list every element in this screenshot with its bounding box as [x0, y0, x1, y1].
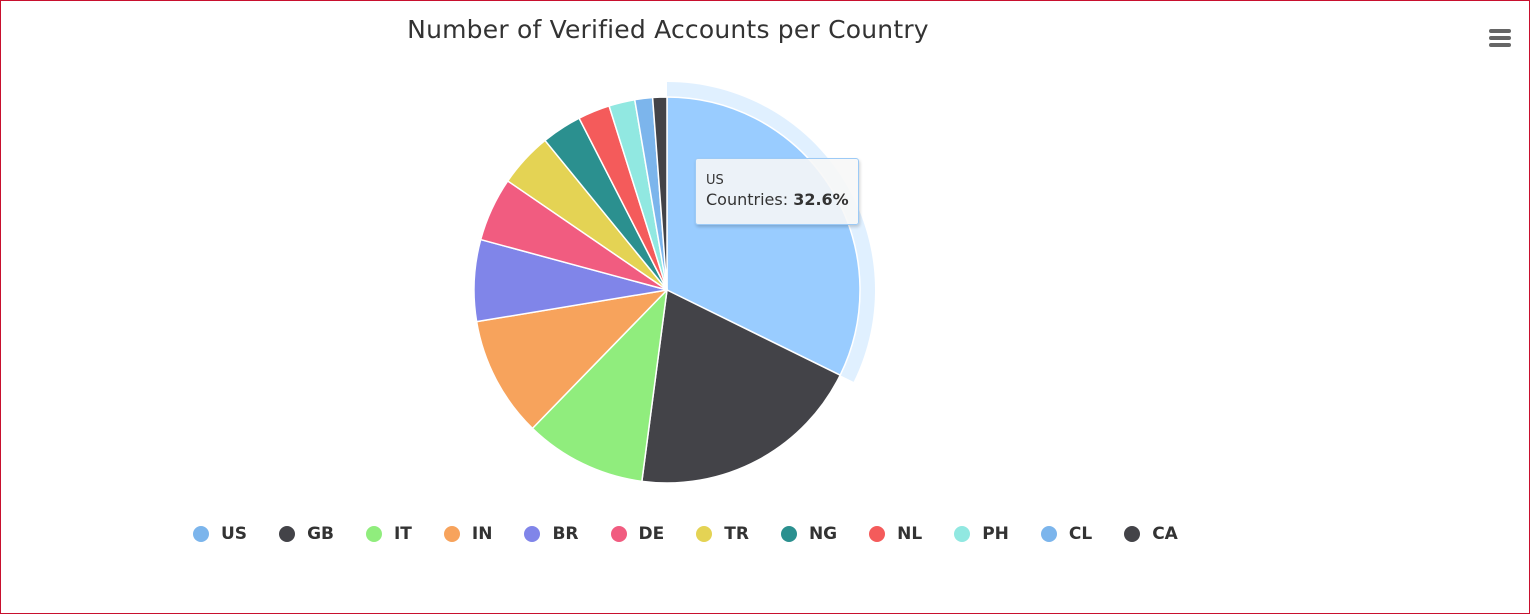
- legend-label-ng: NG: [808, 524, 838, 544]
- legend-item-de[interactable]: DE: [610, 524, 665, 544]
- legend-label-br: BR: [552, 524, 579, 544]
- tooltip-header: US: [706, 173, 724, 188]
- legend-marker-in: [443, 526, 460, 542]
- legend-marker-br: [524, 526, 541, 542]
- pie-slice-it[interactable]: [531, 289, 668, 483]
- pie-slice-in[interactable]: [475, 289, 668, 430]
- tooltip-value: 32.6%: [793, 190, 849, 209]
- pie-slice-halo-us: [667, 82, 875, 382]
- legend: US GB IT IN BR DE TR NG NL PH CL CA: [193, 521, 1210, 547]
- legend-marker-nl: [869, 526, 886, 542]
- legend-marker-tr: [696, 526, 713, 542]
- legend-marker-gb: [279, 526, 296, 542]
- legend-item-ph[interactable]: PH: [954, 524, 1009, 544]
- legend-label-in: IN: [471, 524, 493, 544]
- hamburger-menu-icon: [1489, 29, 1511, 33]
- chart-title: Number of Verified Accounts per Country: [407, 15, 929, 44]
- context-menu-button[interactable]: [1481, 23, 1517, 53]
- legend-item-in[interactable]: IN: [443, 524, 493, 544]
- legend-label-ph: PH: [982, 524, 1009, 544]
- legend-label-gb: GB: [307, 524, 334, 544]
- legend-item-br[interactable]: BR: [524, 524, 579, 544]
- pie-slice-ca[interactable]: [651, 96, 668, 291]
- legend-marker-ca: [1124, 526, 1141, 542]
- legend-marker-it: [365, 526, 382, 542]
- legend-item-tr[interactable]: TR: [696, 524, 749, 544]
- hamburger-menu-icon-bar: [1489, 36, 1511, 40]
- legend-marker-de: [610, 526, 627, 542]
- legend-label-tr: TR: [724, 524, 749, 544]
- tooltip-body: Countries: 32.6%: [706, 189, 858, 211]
- legend-item-gb[interactable]: GB: [279, 524, 334, 544]
- legend-item-nl[interactable]: NL: [869, 524, 922, 544]
- legend-item-us[interactable]: US: [193, 524, 247, 544]
- tooltip: US Countries: 32.6%: [695, 158, 859, 225]
- pie-slice-gb[interactable]: [641, 289, 841, 484]
- legend-item-cl[interactable]: CL: [1040, 524, 1093, 544]
- tooltip-series-label: Countries:: [706, 190, 794, 209]
- legend-item-ca[interactable]: CA: [1124, 524, 1178, 544]
- legend-marker-ng: [780, 526, 797, 542]
- legend-label-cl: CL: [1068, 524, 1093, 544]
- legend-item-ng[interactable]: NG: [780, 524, 838, 544]
- legend-label-ca: CA: [1152, 524, 1178, 544]
- hamburger-menu-icon-bar: [1489, 43, 1511, 47]
- legend-marker-ph: [954, 526, 971, 542]
- legend-marker-cl: [1040, 526, 1057, 542]
- legend-marker-us: [193, 526, 209, 542]
- legend-label-us: US: [221, 524, 248, 544]
- legend-label-it: IT: [393, 524, 412, 544]
- legend-label-nl: NL: [897, 524, 923, 544]
- legend-label-de: DE: [638, 524, 665, 544]
- legend-item-it[interactable]: IT: [365, 524, 412, 544]
